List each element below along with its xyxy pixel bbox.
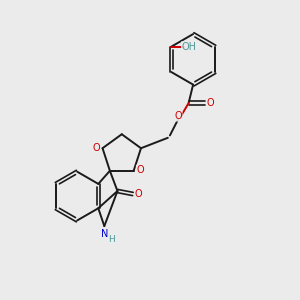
- Text: H: H: [108, 235, 115, 244]
- Text: O: O: [92, 142, 100, 153]
- Text: O: O: [136, 165, 144, 175]
- Text: O: O: [174, 111, 182, 121]
- Text: N: N: [100, 230, 108, 239]
- Text: OH: OH: [182, 42, 196, 52]
- Text: O: O: [134, 189, 142, 199]
- Text: O: O: [206, 98, 214, 108]
